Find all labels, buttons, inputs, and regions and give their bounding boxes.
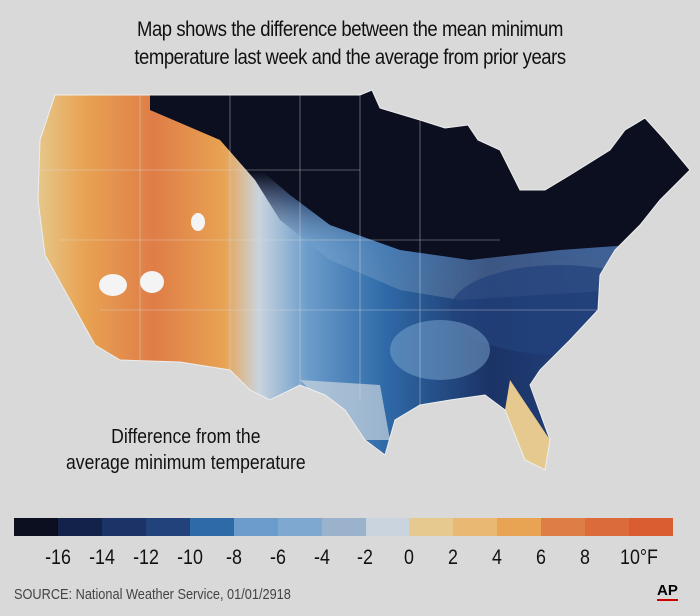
legend-swatch: [585, 518, 630, 536]
legend-label: -10: [176, 546, 203, 569]
source-note: SOURCE: National Weather Service, 01/01/…: [14, 586, 291, 603]
legend-labels: -16 -14 -12 -10 -8 -6 -4 -2 0 2 4 6 8 10°F: [0, 546, 700, 572]
us-temperature-map: [37, 89, 691, 471]
legend-label: 8: [580, 546, 591, 569]
title-line-1: Map shows the difference between the mea…: [137, 18, 563, 41]
color-scale-legend: [14, 518, 674, 536]
legend-label: -14: [88, 546, 115, 569]
legend-swatch: [189, 518, 234, 536]
legend-title: Difference from the average minimum temp…: [66, 424, 306, 476]
legend-swatch: [409, 518, 454, 536]
legend-swatch: [233, 518, 278, 536]
legend-swatch: [453, 518, 498, 536]
ap-logo: AP: [657, 582, 678, 601]
legend-label: -4: [313, 546, 330, 569]
legend-swatch: [365, 518, 410, 536]
legend-swatch: [497, 518, 542, 536]
legend-label: 2: [448, 546, 459, 569]
legend-title-line-1: Difference from the: [111, 426, 261, 448]
legend-label: -16: [45, 546, 71, 569]
legend-swatch: [541, 518, 586, 536]
legend-swatch: [57, 518, 102, 536]
legend-swatch: [321, 518, 366, 536]
title-line-2: temperature last week and the average fr…: [134, 46, 566, 69]
legend-label: -12: [132, 546, 159, 569]
legend-label: 10°F: [620, 546, 659, 569]
legend-swatch: [14, 518, 58, 536]
legend-title-line-2: average minimum temperature: [66, 452, 306, 474]
legend-swatch: [277, 518, 322, 536]
legend-label: -8: [225, 546, 242, 569]
legend-swatch: [101, 518, 146, 536]
legend-label: 4: [492, 546, 503, 569]
legend-label: -2: [357, 546, 374, 569]
legend-swatch: [145, 518, 190, 536]
legend-swatch: [629, 518, 674, 536]
map-title: Map shows the difference between the mea…: [42, 16, 658, 72]
legend-label: 6: [536, 546, 547, 569]
legend-label: 0: [404, 546, 415, 569]
legend-label: -6: [269, 546, 286, 569]
